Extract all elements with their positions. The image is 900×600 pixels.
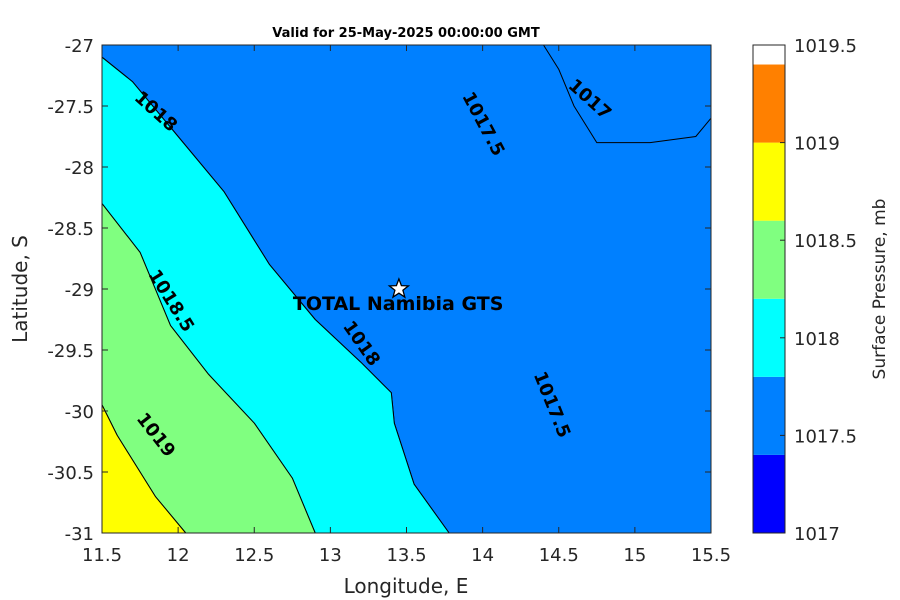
colorbar-segment <box>753 298 785 377</box>
colorbar-tick-label: 1019.5 <box>794 36 857 57</box>
x-axis-title: Longitude, E <box>344 574 469 598</box>
y-tick-label: -30.5 <box>47 463 94 484</box>
x-tick-label: 11.5 <box>82 545 122 566</box>
y-tick-label: -27.5 <box>47 97 94 118</box>
y-tick-label: -27 <box>65 36 94 57</box>
plot-title: Valid for 25-May-2025 00:00:00 GMT <box>272 26 540 41</box>
x-tick-label: 12.5 <box>234 545 274 566</box>
colorbar-segment <box>753 376 785 455</box>
colorbar-segment <box>753 64 785 143</box>
y-tick-label: -28 <box>65 158 94 179</box>
colorbar-tick-label: 1017.5 <box>794 426 857 447</box>
x-tick-label: 14 <box>471 545 494 566</box>
colorbar-tick-label: 1019 <box>794 134 840 155</box>
colorbar-segment <box>753 454 785 533</box>
y-tick-label: -29 <box>65 280 94 301</box>
colorbar-tick-label: 1018.5 <box>794 231 857 252</box>
colorbar: 1017 1017.5 1018 1018.5 1019 1019.5 <box>752 36 857 545</box>
colorbar-frame <box>752 44 786 534</box>
x-tick-label: 14.5 <box>539 545 579 566</box>
colorbar-segment <box>753 142 785 221</box>
y-axis-title: Latitude, S <box>8 235 32 343</box>
x-tick-label: 15.5 <box>691 545 731 566</box>
x-tick-label: 13 <box>319 545 342 566</box>
colorbar-segment <box>753 220 785 299</box>
station-star-icon <box>387 277 411 299</box>
colorbar-tick-label: 1018 <box>794 329 840 350</box>
y-tick-label: -31 <box>65 524 94 545</box>
coastline <box>543 44 712 144</box>
station-label: TOTAL Namibia GTS <box>293 293 504 315</box>
y-tick-label: -29.5 <box>47 341 94 362</box>
x-tick-label: 12 <box>167 545 190 566</box>
y-tick-label: -30 <box>65 402 94 423</box>
colorbar-title: Surface Pressure, mb <box>870 199 890 380</box>
y-tick-label: -28.5 <box>47 219 94 240</box>
colorbar-tick-label: 1017 <box>794 524 840 545</box>
x-tick-label: 15 <box>623 545 646 566</box>
x-tick-label: 13.5 <box>386 545 426 566</box>
